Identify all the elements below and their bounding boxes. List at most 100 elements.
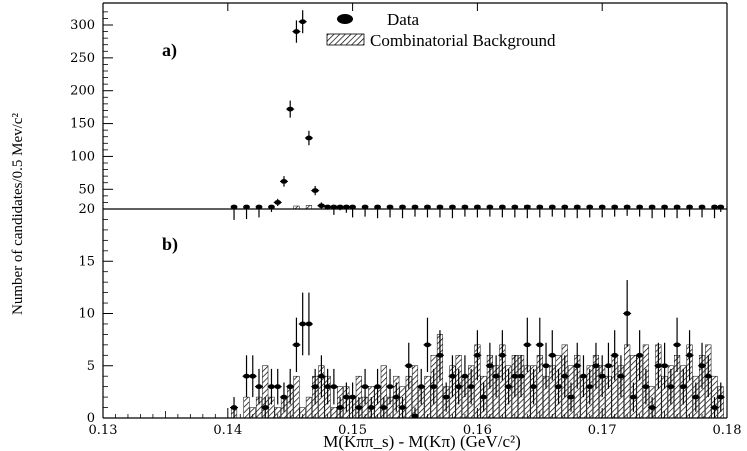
panel-b-data-point <box>249 373 257 379</box>
panel-b-background-bar <box>424 375 431 419</box>
panel-a-data-point <box>717 204 725 210</box>
panel-b-data-point <box>598 373 606 379</box>
panel-b-data-point <box>430 384 438 390</box>
panel-b-data-point <box>405 363 413 369</box>
x-tick-label: 0.13 <box>89 423 118 438</box>
panel-b-y-tick-label: 10 <box>78 307 95 322</box>
panel-b-data-point <box>530 384 537 390</box>
panel-b-background-bar <box>624 344 631 419</box>
panel-b-data-point <box>424 342 431 348</box>
panel-b-data-point <box>536 342 544 348</box>
panel-b-data-point <box>324 384 332 390</box>
panel-a-data-point <box>386 204 394 210</box>
panel-b-data-point <box>654 363 662 369</box>
panel-a-data-point <box>318 203 325 209</box>
panel-a-data-point <box>523 204 531 210</box>
panel-b-data-point <box>374 384 381 390</box>
panel-a-y-tick-label: 150 <box>70 117 95 132</box>
panel-b-data-point <box>436 352 444 358</box>
y-axis-title: Number of candidates/0.5 Mev/c² <box>10 113 26 315</box>
panel-a-label: a) <box>162 40 177 61</box>
panel-a-y-tick-label: 100 <box>70 149 95 164</box>
panel-b-y-tick-label: 0 <box>87 411 95 426</box>
panel-b-data-point <box>555 384 562 390</box>
panel-b-data-point <box>648 405 656 410</box>
panel-b-data-point <box>511 373 519 379</box>
panel-b-data-point <box>286 384 294 390</box>
panel-b-data-points <box>230 280 725 419</box>
panel-a-data-point <box>399 204 406 210</box>
panel-b-data-point <box>667 384 675 390</box>
panel-a-data-point <box>611 204 619 210</box>
panel-a-data-point <box>274 200 282 205</box>
panel-b-data-point <box>367 405 375 410</box>
panel-b-data-point <box>392 394 400 400</box>
panel-a-data-point <box>623 204 631 210</box>
x-tick-label: 0.14 <box>213 423 242 438</box>
panel-b-data-point <box>679 384 687 390</box>
panel-a-data-point <box>711 204 718 210</box>
panel-a-data-point <box>424 204 431 210</box>
panel-a-data-point <box>361 204 369 210</box>
panel-b-data-point <box>692 394 700 400</box>
panel-b-data-point <box>704 373 712 379</box>
panel-a-data-point <box>486 204 494 210</box>
panel-b-data-point <box>305 321 313 327</box>
panel-b-data-point <box>355 405 363 410</box>
panel-b-data-point <box>274 384 282 390</box>
panel-b-data-point <box>230 405 238 410</box>
x-tick-label: 0.16 <box>463 423 492 438</box>
panel-b-data-point <box>717 394 725 400</box>
panel-a-y-tick-label: 300 <box>70 18 95 33</box>
panel-b-data-point <box>548 352 556 358</box>
panel-b-data-point <box>498 352 506 358</box>
panel-a-data-point <box>536 204 544 210</box>
panel-b-background-bar <box>524 365 531 419</box>
panel-b-data-point <box>523 342 531 348</box>
panel-a-data-point <box>598 204 606 210</box>
panel-b-data-point <box>417 384 425 390</box>
panel-a-data-point <box>661 204 668 210</box>
panel-a-data-point <box>243 204 250 210</box>
panel-b-data-point <box>630 394 637 400</box>
panel-b-data-point <box>380 405 388 410</box>
legend-data-label: Data <box>387 10 420 29</box>
panel-b-data-point <box>711 405 718 410</box>
panel-b-data-point <box>268 384 275 390</box>
panel-a-data-point <box>698 204 706 210</box>
panel-a-data-point <box>299 19 307 25</box>
panel-a-data-point <box>511 204 519 210</box>
panel-b-data-point <box>386 384 394 390</box>
x-tick-label: 0.18 <box>713 423 742 438</box>
panel-a-data-point <box>686 204 693 210</box>
panel-b-data-point <box>586 384 594 390</box>
panel-a-data-point <box>330 204 338 210</box>
panel-b-data-point <box>592 363 600 369</box>
panel-a-data-point <box>255 204 263 210</box>
legend-background-label: Combinatorial Background <box>370 31 556 50</box>
panel-b-data-point <box>661 363 668 369</box>
panel-b-data-point <box>311 384 319 390</box>
panel-b-data-point <box>698 363 706 369</box>
panel-a-data-point <box>324 204 332 210</box>
panel-a-data-point <box>586 204 594 210</box>
panel-b-data-point <box>580 373 587 379</box>
panel-b-data-point <box>349 394 356 400</box>
panel-b-data-point <box>467 384 475 390</box>
panel-a-y-tick-label: 200 <box>70 84 95 99</box>
panel-b-data-point <box>517 373 525 379</box>
panel-b-data-point <box>480 394 488 400</box>
legend-data-marker <box>337 14 353 24</box>
legend: Data Combinatorial Background <box>326 10 556 50</box>
panel-a-data-point <box>461 204 469 210</box>
panel-b-data-point <box>611 352 619 358</box>
panel-b-data-point <box>336 405 344 410</box>
legend-background-swatch <box>326 33 365 46</box>
panel-a-data-point <box>230 204 238 210</box>
x-axis-title: M(Kππ_s) - M(Kπ) (GeV/c²) <box>323 432 521 451</box>
panel-b-data-point <box>261 405 269 410</box>
panel-b-label: b) <box>162 234 178 255</box>
panel-a-data-point <box>548 204 556 210</box>
panel-b-data-point <box>361 384 369 390</box>
